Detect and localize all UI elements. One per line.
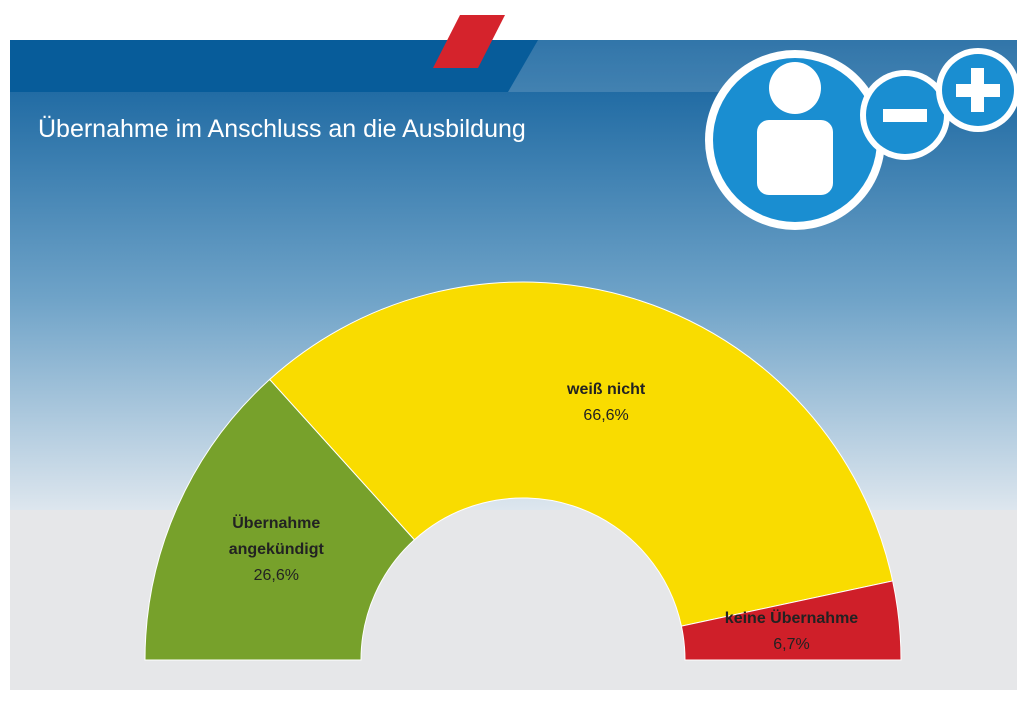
accent [433,15,505,68]
value-label: 6,7% [773,635,810,653]
value-label: 66,6% [583,407,629,425]
chart-title: Übernahme im Anschluss an die Ausbildung [38,115,526,143]
segment-label: weiß nicht 66,6% [567,377,645,429]
band [10,40,538,92]
segment [144,378,416,661]
category-label: Übernahme angekündigt [228,515,324,559]
segment [680,580,902,661]
category-label: weiß nicht [566,381,646,399]
value-label: 26,6% [253,567,299,585]
segment-label: keine Übernahme 6,7% [725,606,858,658]
icon [705,48,1020,230]
category-label: keine Übernahme [724,609,859,627]
segment [269,281,894,627]
segment-label: Übernahme angekündigt 26,6% [201,511,351,589]
